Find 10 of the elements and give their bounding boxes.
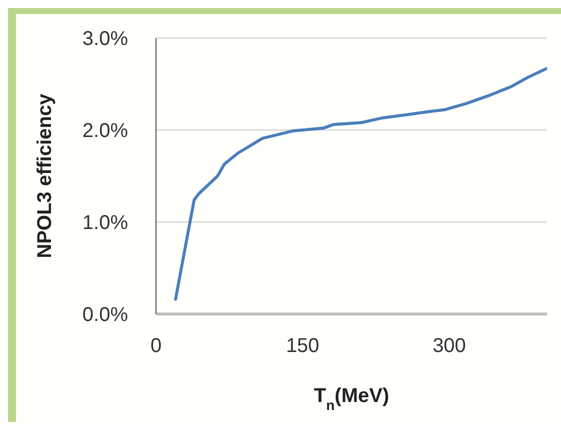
x-tick-label: 0 [150,335,162,358]
y-tick-label: 2.0% [82,120,128,142]
y-tick-label: 3.0% [82,28,128,50]
x-tick-label: 150 [286,335,320,358]
y-axis-title: NPOL3 efficiency [34,92,56,258]
line-series [174,66,547,301]
y-tick-label: 0.0% [82,304,128,326]
x-axis-title: T$_{n}$(MeV) [314,385,390,413]
y-tick-label: 1.0% [82,212,128,234]
x-tick-label: 300 [432,335,466,358]
